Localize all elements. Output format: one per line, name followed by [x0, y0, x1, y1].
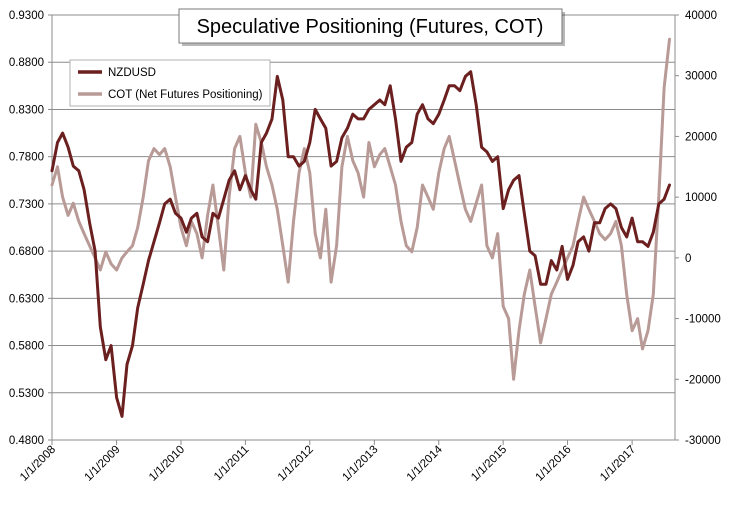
chart-title-box: Speculative Positioning (Futures, COT): [178, 8, 565, 46]
legend-box: [69, 59, 271, 107]
y-left-tick-label: 0.9300: [9, 10, 44, 22]
series-line-nzdusd: [50, 70, 671, 418]
legend-label-cot: COT (Net Futures Positioning): [108, 89, 263, 101]
y-right-tick-label: 20000: [685, 131, 717, 143]
series-layer: [50, 37, 671, 418]
axes: 0.9300 0.8800 0.8300 0.7800 0.7300 0.6800 0.63…: [9, 10, 721, 447]
y-right-tick-label: 30000: [685, 71, 717, 83]
legend-label-nzdusd: NZDUSD: [108, 67, 156, 79]
y-right-tick-label: -20000: [685, 374, 721, 386]
y-right-tick-label: 40000: [685, 10, 717, 22]
y-left-tick-label: 0.8300: [9, 104, 44, 116]
y-right-tick-label: 0: [685, 253, 691, 265]
y-right-tick-label: -30000: [685, 435, 721, 447]
legend: NZDUSD COT (Net Futures Positioning): [69, 59, 271, 107]
y-left-tick-label: 0.7300: [9, 199, 44, 211]
y-left-tick-label: 0.6300: [9, 293, 44, 305]
y-left-tick-label: 0.7800: [9, 152, 44, 164]
y-left-tick-label: 0.4800: [9, 435, 44, 447]
y-left-tick-label: 0.5300: [9, 388, 44, 400]
y-right-tick-label: 10000: [685, 192, 717, 204]
y-left-tick-label: 0.5800: [9, 341, 44, 353]
y-right-tick-label: -10000: [685, 314, 721, 326]
y-left-tick-label: 0.6800: [9, 246, 44, 258]
chart-title: Speculative Positioning (Futures, COT): [197, 16, 544, 38]
series-line-cot: [50, 37, 671, 381]
y-left-tick-label: 0.8800: [9, 57, 44, 69]
